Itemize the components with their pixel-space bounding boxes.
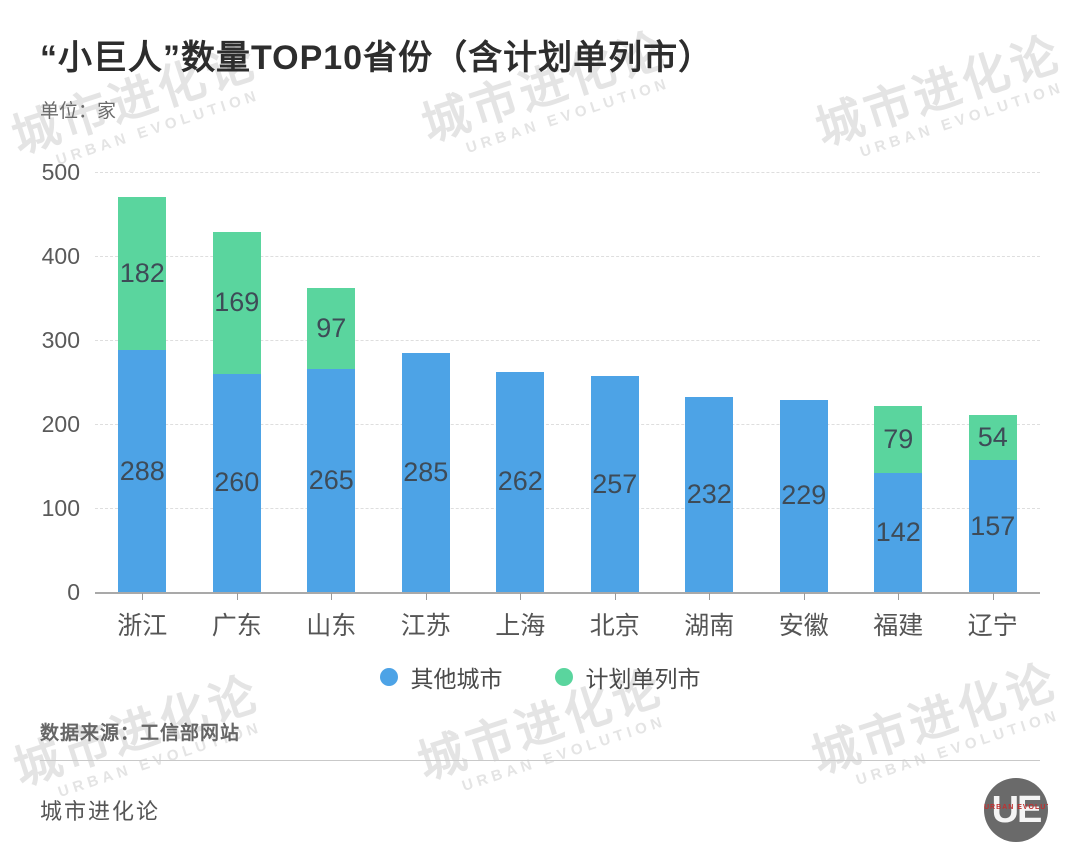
x-axis-category-label: 辽宁 bbox=[967, 612, 1018, 640]
bar-value-label: 169 bbox=[214, 287, 260, 318]
bar-value-label: 142 bbox=[875, 516, 921, 547]
bar-value-label: 182 bbox=[119, 258, 165, 289]
x-axis-tick bbox=[614, 593, 616, 600]
bar-segment-other-cities: 232 bbox=[685, 397, 734, 592]
bar-value-label: 257 bbox=[592, 468, 638, 499]
bar-value-label: 260 bbox=[214, 467, 260, 498]
bar-segment-other-cities: 265 bbox=[307, 369, 356, 592]
bar-value-label: 79 bbox=[883, 424, 914, 455]
x-axis-category-label: 山东 bbox=[306, 612, 357, 640]
x-axis-category-label: 湖南 bbox=[684, 612, 735, 640]
legend-dot-icon bbox=[379, 668, 398, 686]
bar-value-label: 265 bbox=[308, 465, 354, 496]
bar-value-label: 232 bbox=[686, 479, 732, 510]
page-title: “小巨人”数量TOP10省份（含计划单列市） bbox=[40, 39, 714, 77]
gridline bbox=[95, 340, 1040, 341]
x-axis-tick bbox=[992, 593, 994, 600]
bar-segment-other-cities: 257 bbox=[590, 376, 639, 592]
y-axis-tick-label: 0 bbox=[67, 579, 80, 605]
bar-segment-other-cities: 288 bbox=[118, 350, 167, 592]
x-axis-category-label: 福建 bbox=[873, 612, 924, 640]
bar-value-label: 285 bbox=[403, 456, 449, 487]
legend-item: 计划单列市 bbox=[554, 660, 701, 694]
bar-segment-other-cities: 262 bbox=[496, 371, 545, 592]
x-axis-tick bbox=[331, 593, 333, 600]
footer-divider bbox=[40, 760, 1040, 761]
x-axis-line bbox=[95, 592, 1040, 594]
bar-segment-planned-city: 54 bbox=[968, 414, 1017, 461]
bar-segment-planned-city: 182 bbox=[118, 197, 167, 351]
x-axis-category-label: 上海 bbox=[495, 612, 546, 640]
bar-value-label: 54 bbox=[977, 421, 1008, 452]
brand-name: 城市进化论 bbox=[40, 799, 161, 824]
bar-value-label: 229 bbox=[781, 480, 827, 511]
bar-segment-other-cities: 260 bbox=[212, 373, 261, 592]
x-axis-tick bbox=[520, 593, 522, 600]
chart-legend: 其他城市 计划单列市 bbox=[0, 660, 1080, 694]
x-axis-tick bbox=[803, 593, 805, 600]
x-axis-tick bbox=[236, 593, 238, 600]
x-axis-tick bbox=[898, 593, 900, 600]
bar-segment-other-cities: 285 bbox=[401, 352, 450, 592]
x-axis-category-label: 江苏 bbox=[400, 612, 451, 640]
bar-segment-planned-city: 79 bbox=[874, 406, 923, 473]
bar-segment-planned-city: 169 bbox=[212, 231, 261, 374]
bar-segment-other-cities: 157 bbox=[968, 460, 1017, 592]
bar-value-label: 157 bbox=[970, 510, 1016, 541]
gridline bbox=[95, 256, 1040, 257]
logo-ue-monogram: UE bbox=[991, 789, 1043, 831]
legend-label: 其他城市 bbox=[410, 666, 503, 692]
x-axis-category-label: 安徽 bbox=[778, 612, 829, 640]
y-axis-tick-label: 100 bbox=[41, 495, 80, 521]
y-axis-tick-label: 200 bbox=[41, 411, 80, 437]
x-axis-tick bbox=[709, 593, 711, 600]
x-axis-category-label: 广东 bbox=[211, 612, 262, 640]
gridline bbox=[95, 424, 1040, 425]
bar-value-label: 97 bbox=[316, 313, 347, 344]
bar-segment-other-cities: 229 bbox=[779, 399, 828, 592]
x-axis-category-label: 浙江 bbox=[117, 612, 168, 640]
gridline bbox=[95, 172, 1040, 173]
y-axis-tick-label: 300 bbox=[41, 327, 80, 353]
y-axis-tick-label: 400 bbox=[41, 243, 80, 269]
logo-urban-evolution-text: URBAN EVOLUTION bbox=[984, 804, 1048, 811]
bar-segment-planned-city: 97 bbox=[307, 287, 356, 370]
legend-label: 计划单列市 bbox=[585, 666, 701, 692]
legend-item: 其他城市 bbox=[379, 660, 503, 694]
x-axis-tick bbox=[425, 593, 427, 600]
data-source: 数据来源：工信部网站 bbox=[40, 723, 241, 744]
gridline bbox=[95, 508, 1040, 509]
legend-dot-icon bbox=[554, 668, 573, 686]
bar-value-label: 288 bbox=[119, 455, 165, 486]
bar-value-label: 262 bbox=[497, 466, 543, 497]
bar-segment-other-cities: 142 bbox=[874, 472, 923, 592]
unit-label: 单位：家 bbox=[40, 101, 117, 122]
brand-logo: UE URBAN EVOLUTION bbox=[984, 778, 1048, 842]
x-axis-category-label: 北京 bbox=[589, 612, 640, 640]
x-axis-tick bbox=[142, 593, 144, 600]
y-axis-tick-label: 500 bbox=[41, 159, 80, 185]
